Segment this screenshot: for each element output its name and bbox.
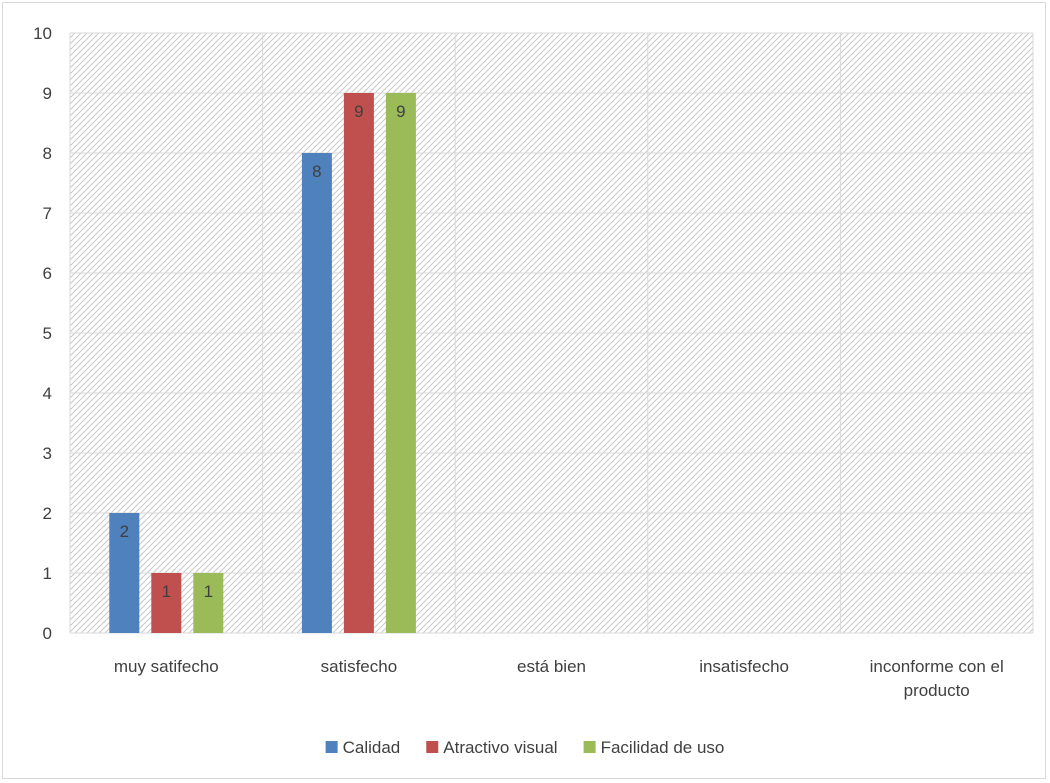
category-label: inconforme con el producto [870,657,1004,700]
y-tick-label: 10 [33,24,52,43]
data-label: 9 [396,102,405,121]
bars: 2 1 1 8 9 9 [109,93,416,633]
y-tick-label: 4 [43,384,52,403]
bar [343,93,374,633]
data-label: 9 [354,102,363,121]
y-tick-label: 5 [43,324,52,343]
y-tick-label: 7 [43,204,52,223]
y-tick-label: 3 [43,444,52,463]
legend-item: Calidad [325,738,401,757]
x-axis: muy satifecho satisfecho está bien insatisf… [114,657,1004,700]
category-label: insatisfecho [699,657,789,676]
legend-item: Atractivo visual [426,738,558,757]
category-label: está bien [517,657,586,676]
legend-swatch [426,741,439,753]
bar [151,573,182,633]
y-tick-label: 0 [43,624,52,643]
y-tick-label: 8 [43,144,52,163]
data-label: 2 [120,522,129,541]
y-tick-label: 9 [43,84,52,103]
y-axis: 0 1 2 3 4 5 6 7 8 9 10 [33,24,52,643]
legend-label: Calidad [343,738,401,757]
bar [301,153,332,633]
data-label: 1 [204,582,213,601]
legend-swatch [583,741,596,753]
y-tick-label: 1 [43,564,52,583]
category-label: satisfecho [321,657,398,676]
bar-chart: 0 1 2 3 4 5 6 7 8 9 10 2 1 1 8 9 9 muy satifecho satisfe… [33,24,1034,757]
y-tick-label: 6 [43,264,52,283]
bar [109,513,140,633]
legend-item: Facilidad de uso [583,738,725,757]
bar [385,93,416,633]
bar [193,573,224,633]
category-label: muy satifecho [114,657,219,676]
legend-swatch [325,741,338,753]
gridlines [69,32,1034,634]
legend-label: Atractivo visual [443,738,557,757]
y-tick-label: 2 [43,504,52,523]
legend: Calidad Atractivo visual Facilidad de uso [325,738,725,757]
data-label: 8 [312,162,321,181]
data-label: 1 [162,582,171,601]
legend-label: Facilidad de uso [601,738,725,757]
